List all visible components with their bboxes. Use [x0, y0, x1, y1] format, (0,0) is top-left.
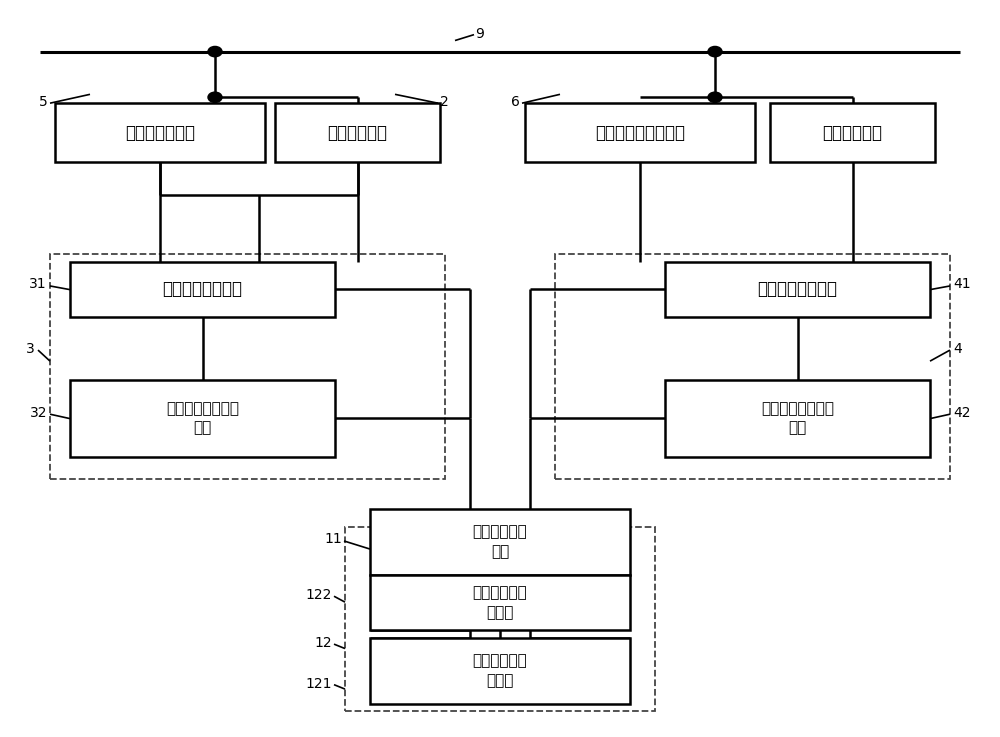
- Text: 电压采集单元: 电压采集单元: [822, 124, 883, 142]
- Text: 电压越限判断
子模块: 电压越限判断 子模块: [473, 653, 527, 688]
- Bar: [70, 262, 335, 317]
- Circle shape: [708, 92, 722, 102]
- Bar: [345, 527, 655, 711]
- Bar: [370, 638, 630, 704]
- Circle shape: [708, 46, 722, 57]
- Text: 3: 3: [26, 342, 35, 355]
- Text: 121: 121: [306, 677, 332, 691]
- Text: 11: 11: [324, 533, 342, 546]
- Bar: [50, 254, 445, 479]
- Bar: [665, 262, 930, 317]
- Text: 2: 2: [440, 95, 449, 108]
- Text: 电压采集单元: 电压采集单元: [328, 124, 388, 142]
- Text: 41: 41: [953, 278, 971, 291]
- Text: 9: 9: [475, 27, 484, 41]
- Bar: [275, 103, 440, 162]
- Text: 有载调压变压器: 有载调压变压器: [125, 124, 195, 142]
- Text: 6: 6: [511, 95, 520, 108]
- Bar: [770, 103, 935, 162]
- Text: 12: 12: [314, 637, 332, 650]
- Text: 调控模式选择
子模块: 调控模式选择 子模块: [473, 585, 527, 620]
- Text: 有载调压控制算法
模块: 有载调压控制算法 模块: [166, 401, 239, 436]
- Bar: [55, 103, 265, 162]
- Text: 32: 32: [30, 406, 47, 419]
- Text: 可再生能源发电机组: 可再生能源发电机组: [595, 124, 685, 142]
- Bar: [525, 103, 755, 162]
- Text: 4: 4: [953, 342, 962, 355]
- Bar: [370, 575, 630, 630]
- Bar: [370, 509, 630, 575]
- Bar: [665, 380, 930, 457]
- Text: 5: 5: [39, 95, 48, 108]
- Text: 第二信息交互模块: 第二信息交互模块: [162, 280, 242, 298]
- Text: 42: 42: [953, 406, 970, 419]
- Text: 相关电压判定
模块: 相关电压判定 模块: [473, 524, 527, 559]
- Text: 122: 122: [306, 588, 332, 601]
- Text: 31: 31: [29, 278, 47, 291]
- Text: 功率调压控制算法
模块: 功率调压控制算法 模块: [761, 401, 834, 436]
- Bar: [70, 380, 335, 457]
- Text: 第一信息交互模块: 第一信息交互模块: [758, 280, 838, 298]
- Circle shape: [208, 46, 222, 57]
- Bar: [555, 254, 950, 479]
- Circle shape: [208, 92, 222, 102]
